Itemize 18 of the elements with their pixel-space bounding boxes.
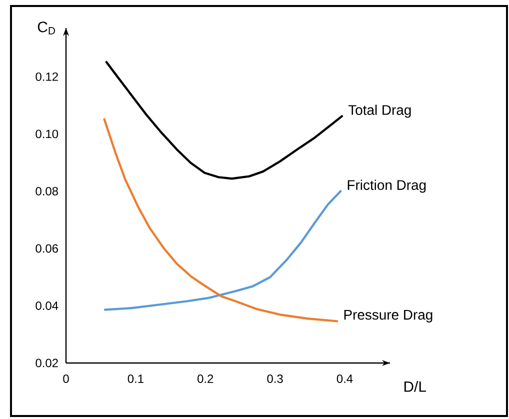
y-axis-title: C$_{D}$ [38,22,55,34]
y-tick-label: 0.04 [36,302,58,310]
x-tick-label: 0.1 [128,374,144,383]
line-series [103,118,338,322]
x-tick-label: 0.4 [336,374,353,383]
y-tick-label: 0.08 [36,186,58,196]
y-tick-label: 0.02 [36,358,58,368]
x-tick-label: 0.2 [198,374,214,383]
series-label: Friction Drag [348,180,426,193]
x-axis-title: D/L [404,380,426,392]
x-tick-label: 0 [63,374,69,383]
line-series [104,190,342,311]
y-tick-label: 0.06 [36,244,58,253]
y-tick-label: 0.12 [36,72,58,81]
y-tick-label: 0.10 [36,130,58,138]
x-tick-label: 0.3 [267,374,283,383]
series-label: Total Drag [348,104,411,118]
series-label: Pressure Drag [344,310,432,322]
